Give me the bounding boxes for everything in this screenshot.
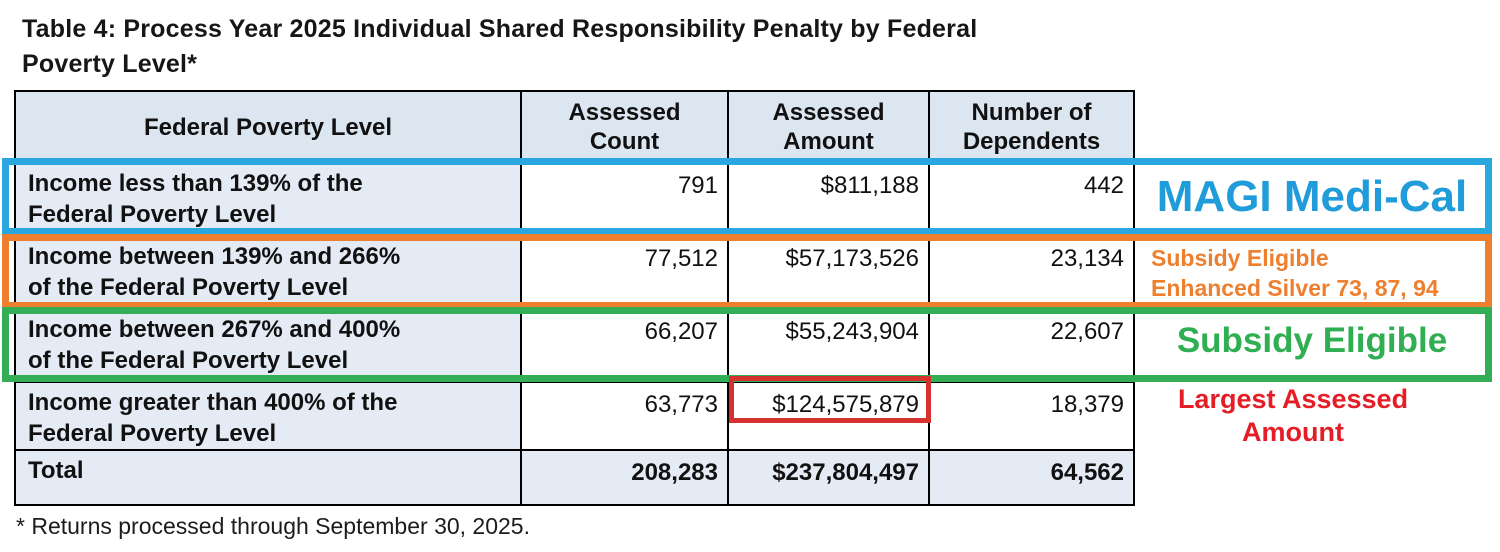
total-label: Total: [16, 451, 522, 504]
row-label: Income between 139% and 266% of the Fede…: [16, 237, 522, 310]
fpl-penalty-table: Federal Poverty Level Assessed Count Ass…: [14, 90, 1135, 506]
total-dependents: 64,562: [930, 451, 1133, 504]
largest-assessed-amount-label: Largest Assessed Amount: [1177, 384, 1409, 447]
dependents: 23,134: [930, 237, 1133, 310]
row-label: Income greater than 400% of the Federal …: [16, 383, 522, 451]
total-assessed-amount: $237,804,497: [729, 451, 930, 504]
subsidy-eligible-label: Subsidy Eligible: [1176, 321, 1448, 360]
dependents: 18,379: [930, 383, 1133, 451]
dependents: 442: [930, 164, 1133, 237]
assessed-count: 63,773: [522, 383, 729, 451]
assessed-amount: $811,188: [729, 164, 930, 237]
col-header-fpl: Federal Poverty Level: [16, 92, 522, 164]
table-title: Table 4: Process Year 2025 Individual Sh…: [22, 15, 978, 78]
assessed-count: 791: [522, 164, 729, 237]
dependents: 22,607: [930, 310, 1133, 383]
subsidy-enhanced-silver-label: Subsidy Eligible Enhanced Silver 73, 87,…: [1151, 245, 1439, 301]
col-header-assessed-count: Assessed Count: [522, 92, 729, 164]
assessed-amount: $57,173,526: [729, 237, 930, 310]
footnote: * Returns processed through September 30…: [16, 513, 530, 539]
assessed-amount-highlighted: $124,575,879: [729, 383, 930, 451]
total-assessed-count: 208,283: [522, 451, 729, 504]
magi-medi-cal-label: MAGI Medi-Cal: [1156, 172, 1468, 221]
row-label: Income less than 139% of the Federal Pov…: [16, 164, 522, 237]
col-header-dependents: Number of Dependents: [930, 92, 1133, 164]
row-label: Income between 267% and 400% of the Fede…: [16, 310, 522, 383]
assessed-count: 66,207: [522, 310, 729, 383]
assessed-count: 77,512: [522, 237, 729, 310]
col-header-assessed-amount: Assessed Amount: [729, 92, 930, 164]
assessed-amount: $55,243,904: [729, 310, 930, 383]
